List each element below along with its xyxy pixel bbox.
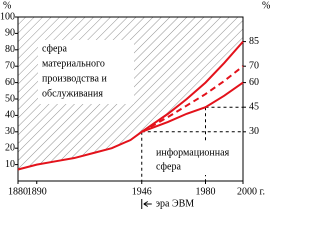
y2-axis-label: % (262, 0, 270, 11)
y-tick-label: 40 (5, 110, 15, 121)
lower-label: информационная (156, 147, 230, 158)
y-tick-label: 10 (5, 159, 15, 170)
y-tick-label: 100 (0, 11, 15, 22)
y-axis-label: % (3, 0, 11, 11)
y2-tick-label: 70 (249, 60, 259, 71)
x-tick-label: 2000 г. (237, 186, 265, 197)
y-tick-label: 20 (5, 142, 15, 153)
line-series (141, 40, 244, 133)
upper-label: производства и (42, 73, 107, 84)
upper-label: обслуживания (42, 88, 103, 99)
line-series (17, 130, 143, 171)
x-tick-label: 1946 (132, 186, 152, 197)
era-arrow (143, 201, 152, 207)
y2-tick-label: 30 (249, 126, 259, 137)
y-tick-label: 50 (5, 93, 15, 104)
y-tick-label: 30 (5, 126, 15, 137)
label-background (38, 40, 134, 104)
y-tick-label: 90 (5, 28, 15, 39)
x-tick-label: 1890 (27, 186, 47, 197)
line-series (141, 65, 244, 133)
era-label: эра ЭВМ (156, 198, 195, 209)
label-background (152, 143, 236, 175)
y2-tick-label: 60 (249, 77, 259, 88)
y-tick-label: 60 (5, 77, 15, 88)
y2-tick-label: 45 (249, 101, 259, 112)
y2-tick-label: 85 (249, 36, 259, 47)
x-tick-label: 1980 (196, 186, 216, 197)
upper-label: сфера (42, 43, 67, 54)
line-series (141, 81, 244, 133)
upper-label: материального (42, 58, 105, 69)
y-tick-label: 80 (5, 44, 15, 55)
y-tick-label: 70 (5, 60, 15, 71)
x-tick-label: 1880 (8, 186, 28, 197)
lower-label: сфера (156, 161, 181, 172)
